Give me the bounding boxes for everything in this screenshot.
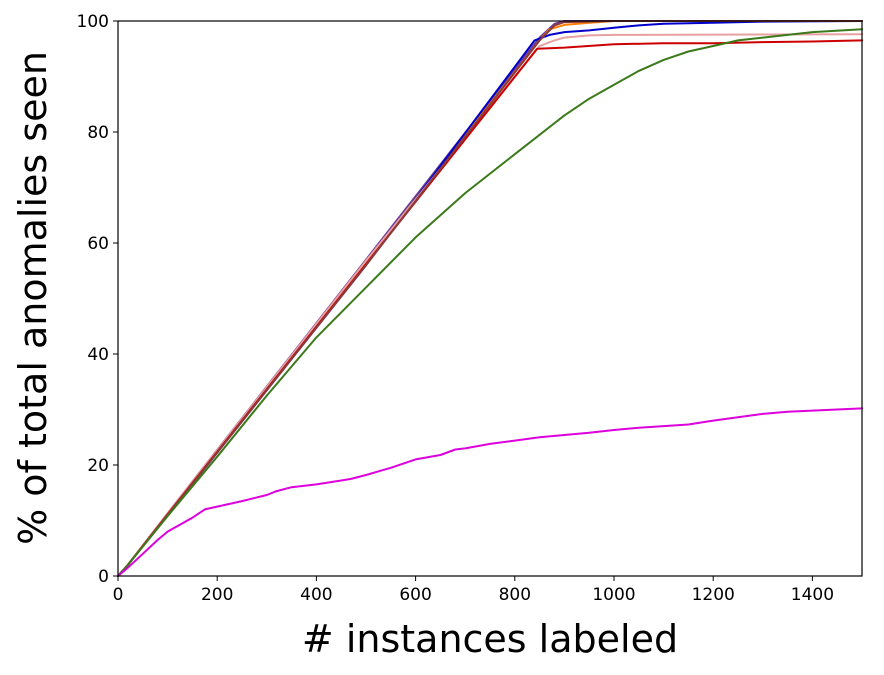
- y-tick-label: 40: [87, 345, 109, 365]
- x-tick-label: 1400: [791, 585, 834, 605]
- y-tick-label: 80: [87, 123, 109, 143]
- x-tick-label: 1000: [592, 585, 635, 605]
- x-tick-label: 600: [399, 585, 431, 605]
- series-line-4: [117, 33, 863, 577]
- series-layer: [117, 20, 863, 577]
- y-axis-title: % of total anomalies seen: [11, 51, 55, 545]
- x-tick-label: 800: [499, 585, 531, 605]
- series-line-7: [117, 28, 863, 577]
- x-tick-label: 200: [201, 585, 233, 605]
- x-tick-label: 400: [300, 585, 332, 605]
- y-tick-label: 20: [87, 456, 109, 476]
- y-tick-label: 100: [77, 12, 109, 32]
- series-line-8: [117, 407, 863, 577]
- y-tick-label: 60: [87, 234, 109, 254]
- series-line-5: [117, 39, 863, 577]
- x-axis-title: # instances labeled: [302, 617, 678, 661]
- ticks-layer: 0 200 400 600 800 1000 1200 1400 0 20 40 60 80 100: [77, 12, 834, 605]
- y-tick-label: 0: [98, 567, 109, 587]
- plot-frame: [117, 20, 863, 577]
- series-line-6: [117, 20, 863, 577]
- x-tick-label: 1200: [692, 585, 735, 605]
- x-tick-label: 0: [113, 585, 124, 605]
